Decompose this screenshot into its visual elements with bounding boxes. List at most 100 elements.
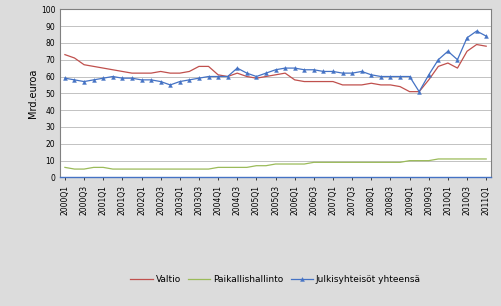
Valtio xyxy=(282,71,288,75)
Paikallishallinto xyxy=(196,167,202,171)
Paikallishallinto xyxy=(473,157,479,161)
Paikallishallinto xyxy=(72,167,78,171)
Valtio xyxy=(234,71,240,75)
Valtio xyxy=(483,44,489,48)
Paikallishallinto xyxy=(330,161,336,164)
Paikallishallinto xyxy=(167,167,173,171)
Julkisyhteisöt yhteensä xyxy=(292,66,298,70)
Paikallishallinto xyxy=(378,161,384,164)
Paikallishallinto xyxy=(416,159,422,162)
Paikallishallinto xyxy=(263,164,269,168)
Paikallishallinto xyxy=(110,167,116,171)
Valtio xyxy=(129,71,135,75)
Valtio xyxy=(167,71,173,75)
Julkisyhteisöt yhteensä xyxy=(62,76,68,80)
Valtio xyxy=(205,65,211,68)
Valtio xyxy=(301,80,307,84)
Julkisyhteisöt yhteensä xyxy=(72,78,78,82)
Paikallishallinto xyxy=(100,166,106,169)
Julkisyhteisöt yhteensä xyxy=(100,76,106,80)
Valtio xyxy=(340,83,346,87)
Paikallishallinto xyxy=(254,164,260,168)
Julkisyhteisöt yhteensä xyxy=(205,75,211,78)
Julkisyhteisöt yhteensä xyxy=(167,83,173,87)
Valtio xyxy=(416,90,422,94)
Paikallishallinto xyxy=(234,166,240,169)
Valtio xyxy=(426,78,432,82)
Paikallishallinto xyxy=(138,167,144,171)
Valtio xyxy=(454,66,460,70)
Valtio xyxy=(158,70,164,73)
Valtio xyxy=(378,83,384,87)
Paikallishallinto xyxy=(244,166,250,169)
Valtio xyxy=(110,68,116,72)
Julkisyhteisöt yhteensä xyxy=(426,73,432,77)
Valtio xyxy=(215,73,221,77)
Line: Valtio: Valtio xyxy=(65,45,486,92)
Valtio xyxy=(387,83,393,87)
Paikallishallinto xyxy=(177,167,183,171)
Paikallishallinto xyxy=(426,159,432,162)
Valtio xyxy=(91,65,97,68)
Legend: Valtio, Paikallishallinto, Julkisyhteisöt yhteensä: Valtio, Paikallishallinto, Julkisyhteisö… xyxy=(127,271,424,287)
Julkisyhteisöt yhteensä xyxy=(416,90,422,94)
Valtio xyxy=(435,65,441,68)
Julkisyhteisöt yhteensä xyxy=(186,78,192,82)
Valtio xyxy=(62,53,68,56)
Valtio xyxy=(244,75,250,78)
Paikallishallinto xyxy=(483,157,489,161)
Valtio xyxy=(81,63,87,66)
Julkisyhteisöt yhteensä xyxy=(273,68,279,72)
Julkisyhteisöt yhteensä xyxy=(215,75,221,78)
Valtio xyxy=(330,80,336,84)
Paikallishallinto xyxy=(62,166,68,169)
Paikallishallinto xyxy=(129,167,135,171)
Julkisyhteisöt yhteensä xyxy=(81,80,87,84)
Julkisyhteisöt yhteensä xyxy=(473,29,479,33)
Julkisyhteisöt yhteensä xyxy=(359,70,365,73)
Julkisyhteisöt yhteensä xyxy=(368,73,374,77)
Paikallishallinto xyxy=(397,161,403,164)
Paikallishallinto xyxy=(273,162,279,166)
Paikallishallinto xyxy=(119,167,125,171)
Paikallishallinto xyxy=(292,162,298,166)
Julkisyhteisöt yhteensä xyxy=(234,66,240,70)
Julkisyhteisöt yhteensä xyxy=(321,70,327,73)
Paikallishallinto xyxy=(368,161,374,164)
Valtio xyxy=(224,75,230,78)
Valtio xyxy=(177,71,183,75)
Julkisyhteisöt yhteensä xyxy=(464,36,470,40)
Julkisyhteisöt yhteensä xyxy=(138,78,144,82)
Paikallishallinto xyxy=(81,167,87,171)
Valtio xyxy=(368,81,374,85)
Julkisyhteisöt yhteensä xyxy=(445,49,451,53)
Valtio xyxy=(473,43,479,47)
Paikallishallinto xyxy=(407,159,413,162)
Line: Paikallishallinto: Paikallishallinto xyxy=(65,159,486,169)
Julkisyhteisöt yhteensä xyxy=(330,70,336,73)
Paikallishallinto xyxy=(445,157,451,161)
Valtio xyxy=(254,76,260,80)
Julkisyhteisöt yhteensä xyxy=(244,71,250,75)
Paikallishallinto xyxy=(435,157,441,161)
Valtio xyxy=(464,49,470,53)
Valtio xyxy=(321,80,327,84)
Valtio xyxy=(196,65,202,68)
Paikallishallinto xyxy=(186,167,192,171)
Julkisyhteisöt yhteensä xyxy=(397,75,403,78)
Julkisyhteisöt yhteensä xyxy=(349,71,355,75)
Julkisyhteisöt yhteensä xyxy=(119,76,125,80)
Valtio xyxy=(273,73,279,77)
Paikallishallinto xyxy=(359,161,365,164)
Valtio xyxy=(100,66,106,70)
Valtio xyxy=(311,80,317,84)
Paikallishallinto xyxy=(301,162,307,166)
Julkisyhteisöt yhteensä xyxy=(340,71,346,75)
Paikallishallinto xyxy=(349,161,355,164)
Julkisyhteisöt yhteensä xyxy=(387,75,393,78)
Valtio xyxy=(148,71,154,75)
Valtio xyxy=(292,78,298,82)
Paikallishallinto xyxy=(282,162,288,166)
Paikallishallinto xyxy=(311,161,317,164)
Paikallishallinto xyxy=(387,161,393,164)
